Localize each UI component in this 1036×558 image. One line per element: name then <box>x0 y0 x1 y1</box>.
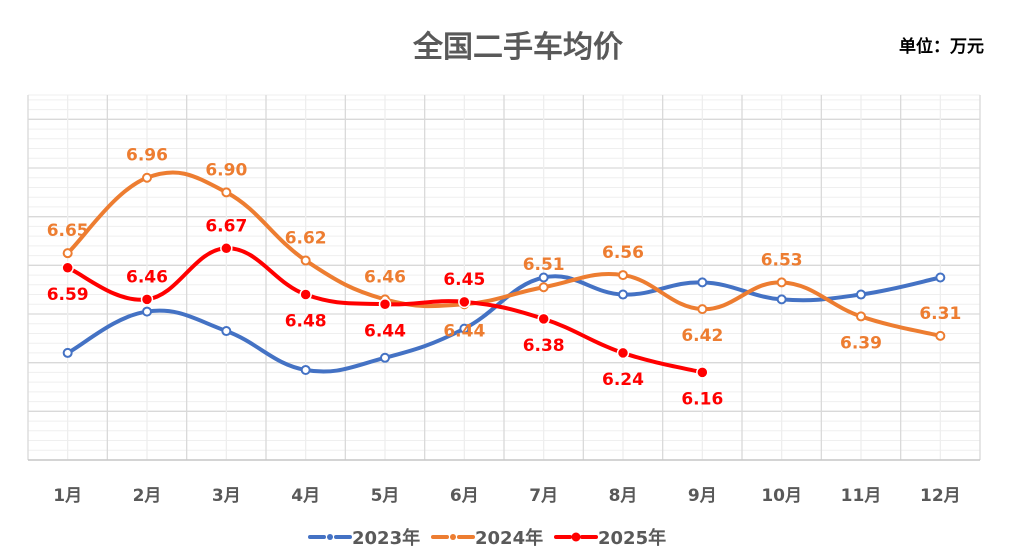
legend-marker <box>327 534 333 540</box>
series-line-2024年 <box>65 170 943 338</box>
data-point <box>380 352 390 363</box>
legend-label: 2023年 <box>352 527 420 549</box>
data-point <box>538 272 549 283</box>
data-label: 6.39 <box>840 333 882 353</box>
x-tick-label: 11月 <box>841 486 882 506</box>
data-label: 6.45 <box>443 270 485 290</box>
x-tick-label: 6月 <box>450 486 479 506</box>
data-point <box>776 294 787 305</box>
legend-label: 2024年 <box>475 527 543 549</box>
data-point <box>61 261 74 275</box>
data-label: 6.51 <box>523 255 565 275</box>
x-tick-label: 10月 <box>761 486 802 506</box>
x-tick-label: 7月 <box>529 486 558 506</box>
data-point <box>140 293 154 306</box>
x-tick-label: 1月 <box>53 486 82 506</box>
data-label: 6.16 <box>681 389 723 409</box>
data-point <box>142 172 152 183</box>
data-point <box>856 311 866 322</box>
data-point <box>142 306 152 317</box>
legend-label: 2025年 <box>598 527 666 549</box>
data-label: 6.42 <box>681 326 723 346</box>
data-label: 6.62 <box>285 228 327 248</box>
data-label: 6.38 <box>523 336 565 356</box>
data-label: 6.44 <box>443 321 485 341</box>
x-tick-label: 5月 <box>371 486 400 506</box>
data-label: 6.44 <box>364 321 406 341</box>
x-tick-label: 12月 <box>920 486 961 506</box>
data-label: 6.56 <box>602 243 644 263</box>
data-point <box>299 288 312 301</box>
x-tick-label: 2月 <box>133 486 162 506</box>
data-label: 6.53 <box>761 250 803 270</box>
data-point <box>221 326 232 337</box>
data-label: 6.96 <box>126 146 168 166</box>
data-point <box>776 277 787 288</box>
data-point <box>220 242 233 255</box>
data-point <box>697 277 708 288</box>
data-label: 6.24 <box>602 370 644 390</box>
data-label: 6.46 <box>364 267 406 287</box>
data-point <box>458 295 471 309</box>
legend-marker <box>450 534 456 540</box>
data-point <box>935 272 946 283</box>
data-label: 6.48 <box>285 312 327 332</box>
data-point <box>300 364 311 375</box>
data-point <box>935 330 946 341</box>
data-label: 6.65 <box>47 221 89 241</box>
data-point <box>459 323 470 334</box>
data-point <box>62 347 73 358</box>
data-point <box>62 248 73 259</box>
x-tick-label: 3月 <box>212 486 241 506</box>
data-point <box>696 366 709 379</box>
data-point <box>618 270 628 281</box>
data-point <box>697 304 708 315</box>
chart-title: 全国二手车均价 <box>413 30 623 65</box>
data-point <box>221 187 232 198</box>
data-point <box>537 312 550 326</box>
data-point <box>616 346 630 360</box>
x-tick-label: 4月 <box>291 486 320 506</box>
x-tick-label: 9月 <box>688 486 717 506</box>
x-tick-label: 8月 <box>609 486 638 506</box>
data-label: 6.59 <box>47 285 89 305</box>
data-point <box>300 255 311 266</box>
data-point <box>538 282 549 293</box>
data-label: 6.31 <box>919 304 961 324</box>
data-point <box>618 289 628 300</box>
legend-marker <box>571 532 581 542</box>
data-label: 6.90 <box>205 160 247 180</box>
data-point <box>856 289 866 300</box>
data-label: 6.46 <box>126 267 168 287</box>
unit-label: 单位：万元 <box>899 37 984 57</box>
data-point <box>378 298 392 311</box>
data-label: 6.67 <box>205 216 247 236</box>
